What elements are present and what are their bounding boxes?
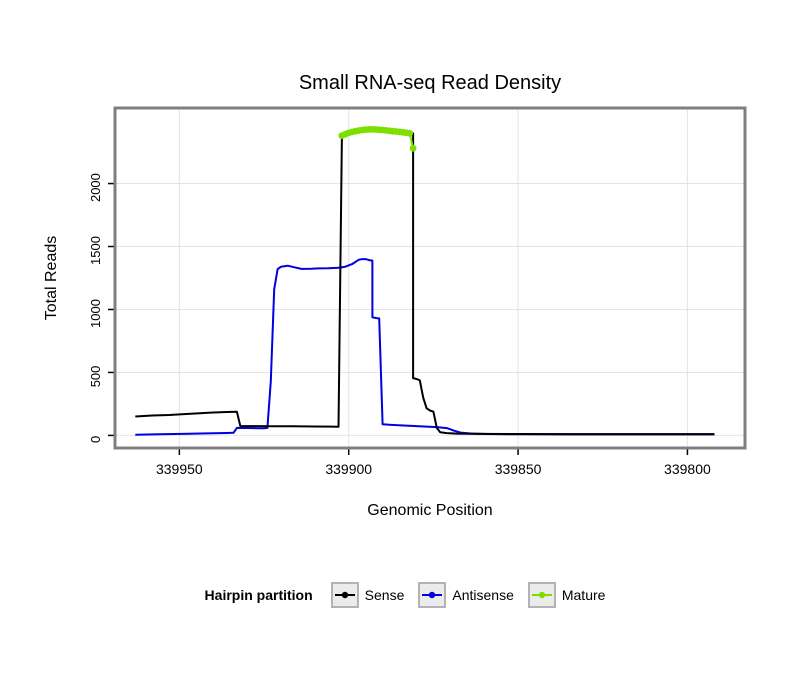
legend-key-antisense xyxy=(418,582,447,608)
x-axis-label: Genomic Position xyxy=(367,502,493,519)
series-point-mature xyxy=(409,144,417,152)
series-line-antisense xyxy=(135,258,715,436)
legend-key-mature xyxy=(527,582,556,608)
x-tick-label: 339850 xyxy=(495,461,542,477)
legend-key-glyph-mature xyxy=(531,591,552,599)
panel-border xyxy=(113,106,747,450)
series-point-mature xyxy=(406,129,414,137)
legend-key-glyph-sense xyxy=(334,591,355,599)
legend-key-sense xyxy=(330,582,359,608)
y-axis-label: Total Reads xyxy=(43,235,60,321)
legend-label-antisense: Antisense xyxy=(452,587,514,603)
x-tick-label: 339800 xyxy=(664,461,711,477)
legend-item-sense: Sense xyxy=(330,582,405,608)
y-tick-label: 500 xyxy=(88,366,103,388)
legend-title: Hairpin partition xyxy=(204,587,313,603)
plot-svg: 339950 339900 339850 339800 0 500 1000 1500 2000 xyxy=(88,106,747,477)
legend-label-mature: Mature xyxy=(561,587,606,603)
legend-item-antisense: Antisense xyxy=(418,582,514,608)
legend-key-glyph-antisense xyxy=(422,591,443,599)
legend-item-mature: Mature xyxy=(527,582,606,608)
y-tick-label: 1500 xyxy=(88,236,103,265)
x-tick-label: 339900 xyxy=(325,461,372,477)
y-tick-label: 0 xyxy=(88,436,103,443)
chart-title: Small RNA-seq Read Density xyxy=(298,72,562,94)
legend: Hairpin partition Sense Antisense xyxy=(0,582,810,608)
y-tick-label: 1000 xyxy=(88,299,103,328)
y-tick-label: 2000 xyxy=(88,173,103,202)
x-tick-label: 339950 xyxy=(156,461,203,477)
legend-label-sense: Sense xyxy=(364,587,405,603)
panel-background xyxy=(115,108,745,448)
